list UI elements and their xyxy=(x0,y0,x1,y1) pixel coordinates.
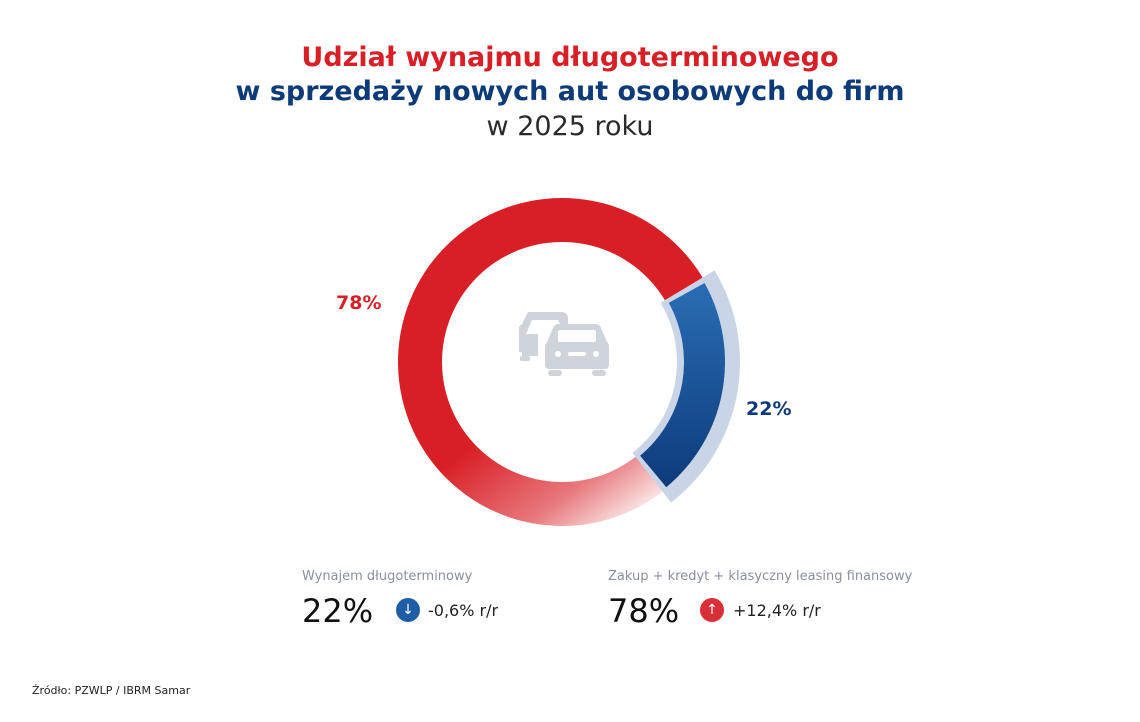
legend-caption: Wynajem długoterminowy xyxy=(302,569,473,584)
arrow-down-icon: ↓ xyxy=(396,598,420,622)
legend-value: 78% xyxy=(608,592,680,630)
legend-value: 22% xyxy=(302,592,374,630)
title-line-1: Udział wynajmu długoterminowego xyxy=(301,42,839,73)
source-note: Źródło: PZWLP / IBRM Samar xyxy=(32,684,191,697)
data-label-78: 78% xyxy=(336,292,382,314)
title-line-3: w 2025 roku xyxy=(486,111,654,142)
legend-change: +12,4% r/r xyxy=(733,601,821,620)
legend-change: -0,6% r/r xyxy=(428,601,499,620)
donut-slice-22 xyxy=(640,282,725,488)
legend-caption: Zakup + kredyt + klasyczny leasing finan… xyxy=(608,569,913,584)
cars-icon xyxy=(518,312,610,376)
arrow-up-icon: ↑ xyxy=(700,598,724,622)
title-line-2: w sprzedaży nowych aut osobowych do firm xyxy=(235,76,905,107)
data-label-22: 22% xyxy=(746,398,792,420)
